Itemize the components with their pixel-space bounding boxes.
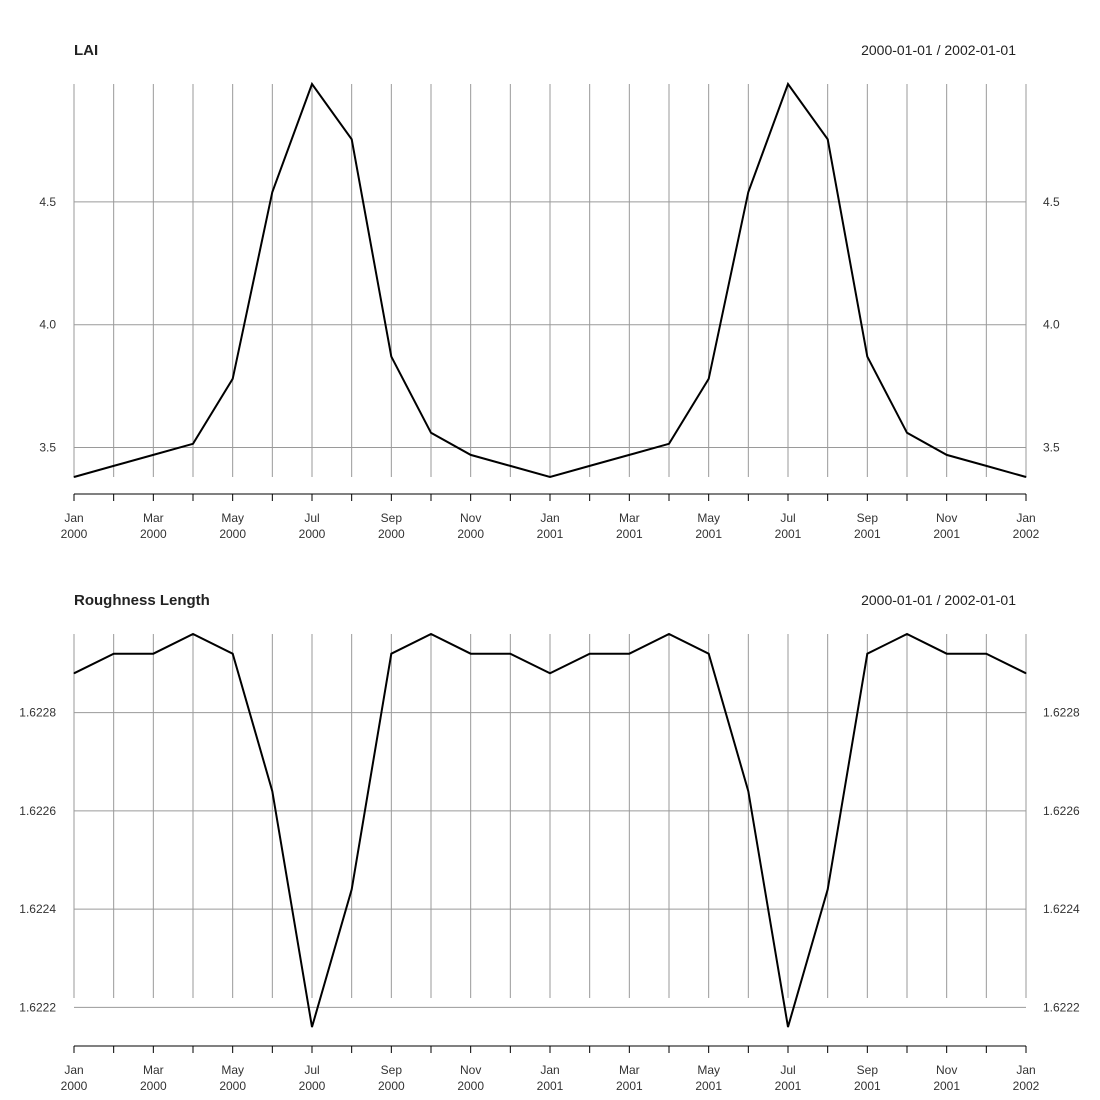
date-range-label: 2000-01-01 / 2002-01-01 [861,592,1016,608]
lai-chart: LAI 2000-01-01 / 2002-01-01 3.5 3.5 4.0 4.0… [39,42,1060,541]
x-tick-label: Nov 2000 [457,1063,484,1093]
data-point [470,454,472,456]
x-tick-label: Nov 2001 [933,1063,960,1093]
date-range-label: 2000-01-01 / 2002-01-01 [861,42,1016,58]
data-point [906,432,908,434]
chart-title: LAI [74,42,98,59]
data-point [747,191,749,193]
x-tick-label: Mar 2000 [140,1063,167,1093]
y-tick-label-right: 1.6222 [1043,1000,1080,1014]
data-point [549,672,551,674]
data-point [113,465,115,467]
x-tick-label: May 2001 [695,511,722,541]
data-point [985,465,987,467]
roughness-length-chart-svg: Roughness Length 2000-01-01 / 2002-01-01… [19,592,1080,1093]
data-point [152,653,154,655]
x-tick-label: Jul 2000 [299,511,326,541]
x-tick-label: Mar 2001 [616,1063,643,1093]
data-point [311,83,313,85]
y-tick-label-right: 1.6226 [1043,804,1080,818]
data-point [985,653,987,655]
x-tick-label: Jul 2001 [775,1063,802,1093]
data-point [708,378,710,380]
data-point [390,653,392,655]
data-point [946,653,948,655]
y-tick-label-left: 1.6222 [19,1000,56,1014]
x-tick-label: Sep 2000 [378,511,405,541]
data-point [73,476,75,478]
data-point [430,633,432,635]
lai-chart-svg: LAI 2000-01-01 / 2002-01-01 3.5 3.5 4.0 4.0… [39,42,1060,541]
x-tick-label: Jan 2000 [61,511,88,541]
y-tick-label-right: 4.5 [1043,195,1060,209]
data-point [589,465,591,467]
x-tick-label: Sep 2000 [378,1063,405,1093]
data-point [192,443,194,445]
y-tick-label-right: 1.6224 [1043,902,1080,916]
x-tick-label: Mar 2001 [616,511,643,541]
x-tick-label: Nov 2001 [933,511,960,541]
data-point [866,653,868,655]
data-point [708,653,710,655]
data-point [787,83,789,85]
data-point [430,432,432,434]
data-point [113,653,115,655]
x-tick-label: Mar 2000 [140,511,167,541]
x-tick-label: Jan 2001 [537,511,564,541]
data-point [311,1026,313,1028]
y-tick-label-left: 4.0 [39,318,56,332]
x-tick-label: Jul 2000 [299,1063,326,1093]
chart-title: Roughness Length [74,592,210,609]
x-tick-label: May 2000 [219,1063,246,1093]
data-point [1025,476,1027,478]
x-tick-label: Jan 2000 [61,1063,88,1093]
y-tick-label-right: 4.0 [1043,318,1060,332]
y-tick-label-right: 1.6228 [1043,706,1080,720]
data-point [787,1026,789,1028]
data-point [946,454,948,456]
data-point [232,653,234,655]
data-point [192,633,194,635]
data-point [827,888,829,890]
data-point [232,378,234,380]
y-tick-label-left: 4.5 [39,195,56,209]
y-tick-label-left: 3.5 [39,441,56,455]
data-point [589,653,591,655]
data-point [271,790,273,792]
x-tick-label: May 2000 [219,511,246,541]
x-tick-label: Jan 2002 [1013,511,1040,541]
x-tick-label: Jan 2002 [1013,1063,1040,1093]
data-point [271,191,273,193]
y-tick-label-right: 3.5 [1043,441,1060,455]
x-tick-label: Sep 2001 [854,1063,881,1093]
data-point [509,653,511,655]
x-tick-label: Sep 2001 [854,511,881,541]
y-tick-label-left: 1.6228 [19,706,56,720]
data-point [827,138,829,140]
roughness-length-chart: Roughness Length 2000-01-01 / 2002-01-01… [0,550,1100,1100]
x-tick-label: Nov 2000 [457,511,484,541]
data-point [351,138,353,140]
data-point [668,633,670,635]
data-point [628,653,630,655]
data-point [747,790,749,792]
data-point [668,443,670,445]
data-point [390,356,392,358]
data-point [509,465,511,467]
y-tick-label-left: 1.6224 [19,902,56,916]
data-point [351,888,353,890]
data-point [1025,672,1027,674]
x-tick-label: May 2001 [695,1063,722,1093]
data-point [906,633,908,635]
y-tick-label-left: 1.6226 [19,804,56,818]
data-point [470,653,472,655]
x-tick-label: Jul 2001 [775,511,802,541]
data-point [549,476,551,478]
data-point [152,454,154,456]
data-point [73,672,75,674]
data-point [866,356,868,358]
data-point [628,454,630,456]
x-tick-label: Jan 2001 [537,1063,564,1093]
